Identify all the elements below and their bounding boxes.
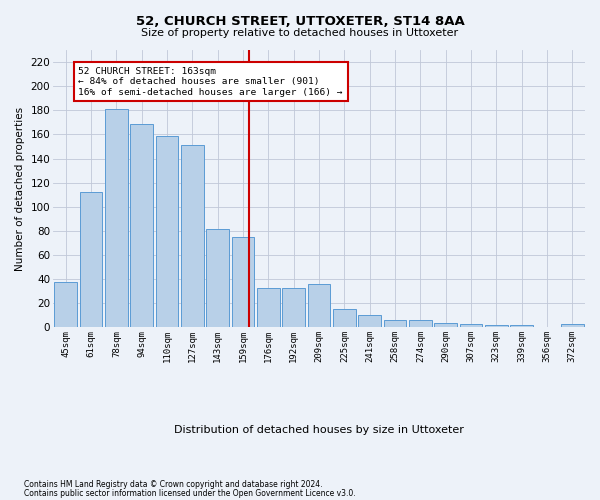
Text: 52, CHURCH STREET, UTTOXETER, ST14 8AA: 52, CHURCH STREET, UTTOXETER, ST14 8AA bbox=[136, 15, 464, 28]
Bar bbox=[105, 109, 128, 328]
Bar bbox=[333, 310, 356, 328]
Bar bbox=[308, 284, 331, 328]
Bar bbox=[383, 320, 406, 328]
Bar bbox=[434, 322, 457, 328]
Bar bbox=[358, 316, 381, 328]
Bar bbox=[181, 146, 204, 328]
X-axis label: Distribution of detached houses by size in Uttoxeter: Distribution of detached houses by size … bbox=[174, 425, 464, 435]
Y-axis label: Number of detached properties: Number of detached properties bbox=[15, 106, 25, 271]
Bar bbox=[283, 288, 305, 328]
Bar bbox=[232, 237, 254, 328]
Bar bbox=[257, 288, 280, 328]
Text: 52 CHURCH STREET: 163sqm
← 84% of detached houses are smaller (901)
16% of semi-: 52 CHURCH STREET: 163sqm ← 84% of detach… bbox=[79, 67, 343, 96]
Bar bbox=[80, 192, 103, 328]
Text: Contains HM Land Registry data © Crown copyright and database right 2024.: Contains HM Land Registry data © Crown c… bbox=[24, 480, 323, 489]
Bar bbox=[155, 136, 178, 328]
Text: Size of property relative to detached houses in Uttoxeter: Size of property relative to detached ho… bbox=[142, 28, 458, 38]
Bar bbox=[206, 228, 229, 328]
Bar bbox=[55, 282, 77, 328]
Bar bbox=[561, 324, 584, 328]
Bar bbox=[409, 320, 432, 328]
Bar bbox=[485, 325, 508, 328]
Text: Contains public sector information licensed under the Open Government Licence v3: Contains public sector information licen… bbox=[24, 488, 356, 498]
Bar bbox=[510, 325, 533, 328]
Bar bbox=[460, 324, 482, 328]
Bar bbox=[130, 124, 153, 328]
